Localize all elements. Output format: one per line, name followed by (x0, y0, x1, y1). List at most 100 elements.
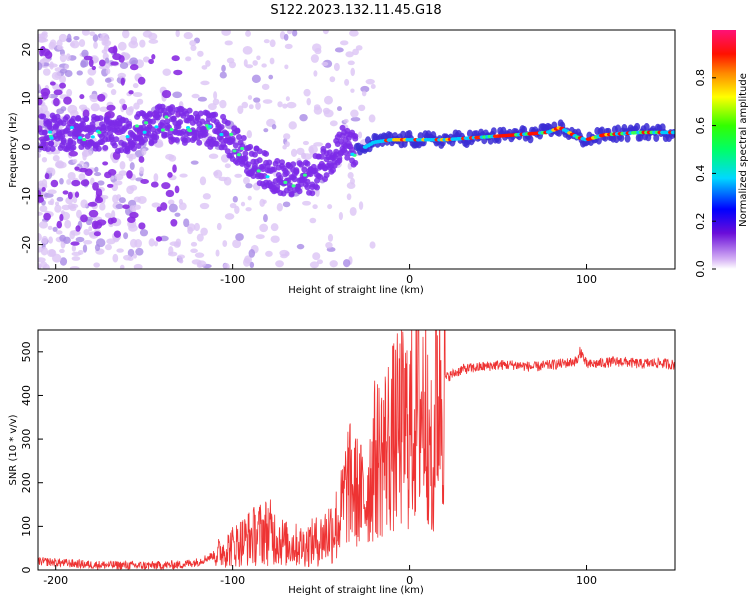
spectral-noise-blob (200, 227, 208, 236)
spectral-noise-blob (77, 249, 84, 255)
x-tick-label: 100 (576, 273, 597, 286)
spectral-ridge-blob (301, 166, 308, 173)
spectral-peak-blob (69, 125, 74, 130)
spectral-noise-blob (119, 160, 126, 170)
spectral-noise-blob (165, 189, 175, 198)
spectral-noise-blob (343, 118, 349, 124)
spectral-noise-blob (43, 212, 51, 221)
spectral-peak-blob (265, 175, 270, 179)
spectral-ridge-blob (46, 118, 53, 125)
spectral-noise-blob (165, 153, 175, 160)
spectral-noise-blob (41, 157, 48, 163)
colorbar: 0.0 0.2 0.4 0.6 0.8 Normalized spectral ampl… (694, 30, 749, 278)
spectral-ridge-blob (118, 147, 125, 154)
spectral-noise-blob (247, 95, 253, 100)
spectral-peak-blob (283, 180, 288, 185)
spectral-noise-blob (52, 154, 60, 162)
colorbar-tick-label: 0.8 (694, 69, 707, 87)
spectral-noise-blob (178, 202, 187, 211)
y-tick-label: -20 (20, 236, 33, 254)
spectral-ridge-blob (495, 135, 502, 144)
spectral-noise-blob (114, 173, 124, 181)
spectral-noise-blob (83, 239, 93, 245)
spectral-noise-blob (128, 90, 134, 95)
spectral-noise-blob (88, 58, 94, 68)
spectral-noise-blob (253, 97, 261, 103)
spectral-noise-blob (93, 41, 98, 49)
spectral-noise-blob (55, 230, 63, 235)
spectral-ridge-blob (48, 125, 55, 132)
spectrogram-data (38, 30, 675, 269)
spectral-noise-blob (59, 248, 65, 254)
spectral-ridge-blob (40, 113, 47, 120)
spectral-ridge-blob (304, 178, 311, 185)
spectral-noise-blob (309, 261, 319, 269)
spectral-noise-blob (65, 37, 72, 43)
spectral-noise-blob (357, 131, 363, 139)
spectral-noise-blob (350, 88, 355, 93)
spectral-ridge-blob (130, 139, 137, 146)
spectral-noise-blob (115, 203, 124, 210)
spectral-noise-blob (105, 68, 111, 75)
snr-series-line (38, 330, 675, 570)
spectral-noise-blob (270, 235, 280, 243)
spectral-noise-blob (160, 202, 168, 211)
snr-panel: -200 -100 0 100 0 100 200 300 400 500 Height of s… (8, 329, 676, 596)
spectral-noise-blob (271, 124, 277, 130)
spectral-noise-blob (92, 34, 99, 42)
spectral-noise-blob (87, 201, 98, 207)
spectral-noise-blob (333, 62, 340, 72)
spectral-noise-blob (54, 204, 62, 213)
spectral-noise-blob (113, 230, 122, 238)
spectral-noise-blob (352, 48, 359, 56)
spectral-noise-blob (111, 210, 116, 219)
spectral-noise-blob (73, 36, 80, 41)
spectral-noise-blob (283, 33, 289, 41)
spectral-noise-blob (325, 241, 333, 249)
spectral-noise-blob (224, 163, 231, 169)
spectral-noise-blob (327, 204, 333, 210)
spectral-noise-blob (251, 74, 261, 84)
spectral-noise-blob (312, 204, 318, 210)
spectral-noise-blob (93, 231, 101, 237)
spectral-noise-blob (116, 248, 124, 253)
spectral-noise-blob (104, 57, 110, 64)
spectral-noise-blob (62, 190, 69, 195)
spectral-noise-blob (59, 82, 66, 89)
spectral-ridge-blob (317, 173, 324, 180)
spectral-noise-blob (71, 179, 81, 187)
spectral-ridge-blob (624, 134, 631, 143)
spectral-ridge-blob (618, 133, 625, 142)
spectral-noise-blob (97, 93, 106, 102)
spectral-noise-blob (90, 103, 100, 112)
spectral-noise-blob (132, 253, 137, 259)
spectral-noise-blob (196, 233, 204, 242)
spectral-noise-blob (336, 106, 342, 112)
spectral-noise-blob (74, 166, 80, 171)
spectral-noise-blob (290, 148, 298, 157)
spectral-noise-blob (83, 228, 90, 236)
y-tick-label: 10 (20, 91, 33, 105)
spectral-noise-blob (56, 220, 62, 229)
spectral-peak-blob (144, 121, 149, 125)
spectral-noise-blob (199, 202, 210, 210)
spectral-noise-blob (80, 199, 88, 209)
spectral-noise-blob (88, 150, 93, 156)
spectral-noise-blob (66, 178, 72, 185)
spectral-ridge-blob (49, 145, 56, 152)
spectral-noise-blob (92, 181, 99, 191)
spectral-ridge-blob (304, 184, 311, 191)
spectral-noise-blob (202, 193, 211, 200)
spectral-ridge-blob (325, 142, 332, 149)
spectral-noise-blob (270, 223, 279, 232)
spectral-noise-blob (313, 142, 324, 147)
spectral-noise-blob (106, 183, 114, 188)
spectral-noise-blob (59, 213, 64, 222)
spectral-noise-blob (123, 254, 132, 261)
colorbar-tick-label: 0.4 (694, 165, 707, 183)
snr-axes: -200 -100 0 100 0 100 200 300 400 500 (20, 341, 597, 587)
spectrogram-xlabel: Height of straight line (km) (288, 285, 424, 296)
spectral-ridge-blob (126, 120, 133, 127)
spectral-noise-blob (76, 209, 82, 219)
spectral-noise-blob (48, 63, 58, 68)
